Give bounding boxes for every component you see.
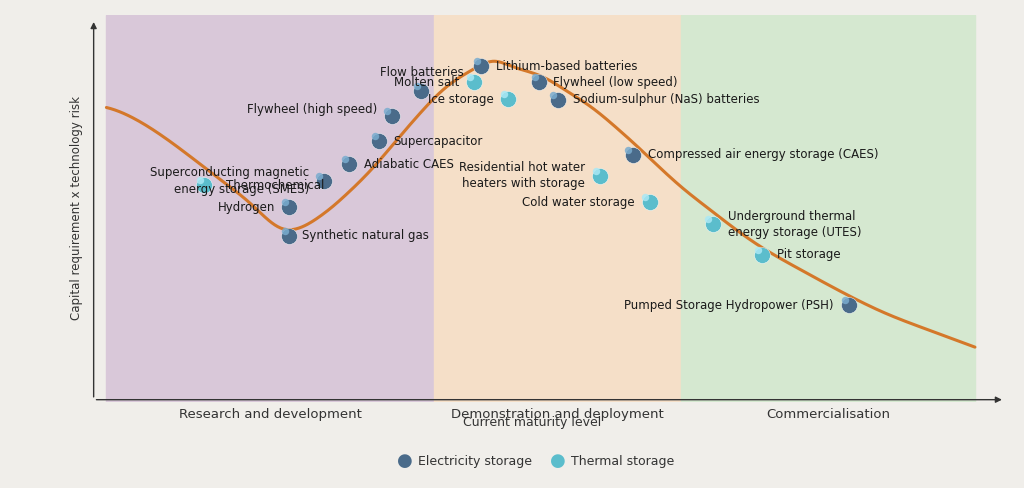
Point (282, 203, 298, 211)
Text: Thermal storage: Thermal storage (571, 455, 675, 468)
Point (341, 161, 357, 168)
Point (641, 198, 657, 206)
Point (337, 155, 353, 163)
Text: Flywheel (low speed): Flywheel (low speed) (553, 76, 678, 89)
Point (841, 301, 857, 309)
Text: Molten salt: Molten salt (394, 76, 460, 89)
Text: Residential hot water
heaters with storage: Residential hot water heaters with stora… (459, 161, 585, 190)
Text: Lithium-based batteries: Lithium-based batteries (497, 60, 638, 73)
Point (545, 91, 561, 99)
Point (462, 73, 478, 81)
Point (526, 73, 543, 81)
Point (371, 137, 387, 145)
Point (469, 58, 485, 65)
Bar (434, 15, 681, 402)
Text: Adiabatic CAES: Adiabatic CAES (364, 158, 454, 171)
Text: Demonstration and deployment: Demonstration and deployment (452, 408, 665, 421)
Point (837, 296, 853, 304)
Point (496, 90, 512, 98)
Text: Research and development: Research and development (179, 408, 361, 421)
Text: Thermochemical: Thermochemical (225, 179, 324, 192)
Point (315, 177, 332, 185)
Text: Underground thermal
energy storage (UTES): Underground thermal energy storage (UTES… (728, 210, 861, 239)
Text: Electricity storage: Electricity storage (418, 455, 531, 468)
Point (197, 182, 213, 189)
Text: Sodium-sulphur (NaS) batteries: Sodium-sulphur (NaS) batteries (573, 93, 760, 106)
Point (191, 176, 208, 184)
Point (473, 62, 489, 70)
Text: Current maturity level: Current maturity level (463, 416, 601, 429)
Text: Flywheel (high speed): Flywheel (high speed) (247, 103, 377, 116)
Point (754, 251, 770, 259)
Point (750, 245, 766, 253)
Bar (106, 15, 434, 402)
Point (592, 172, 608, 180)
Point (278, 227, 294, 235)
Point (278, 198, 294, 206)
Point (550, 96, 566, 104)
Point (500, 95, 516, 103)
Text: ●: ● (550, 452, 566, 470)
Point (383, 112, 399, 120)
Text: Superconducting magnetic
energy storage (SMES): Superconducting magnetic energy storage … (150, 166, 309, 196)
Text: Flow batteries: Flow batteries (380, 66, 463, 79)
Point (282, 232, 298, 240)
Text: Synthetic natural gas: Synthetic natural gas (302, 229, 429, 242)
Point (637, 193, 653, 201)
Point (409, 81, 425, 89)
Point (705, 221, 721, 228)
Point (621, 145, 637, 153)
Text: Pumped Storage Hydropower (PSH): Pumped Storage Hydropower (PSH) (624, 299, 834, 312)
Text: Compressed air energy storage (CAES): Compressed air energy storage (CAES) (648, 148, 879, 161)
Bar (681, 15, 975, 402)
Point (367, 132, 383, 140)
Text: Pit storage: Pit storage (777, 248, 841, 261)
Point (311, 172, 328, 180)
Point (466, 79, 482, 86)
Text: Capital requirement x technology risk: Capital requirement x technology risk (70, 97, 83, 321)
Point (625, 151, 641, 159)
Text: ●: ● (396, 452, 413, 470)
Point (588, 166, 604, 174)
Point (414, 87, 430, 95)
Text: Cold water storage: Cold water storage (521, 196, 634, 208)
Text: Hydrogen: Hydrogen (218, 201, 275, 214)
Point (530, 79, 547, 86)
Text: Supercapacitor: Supercapacitor (393, 135, 482, 148)
Text: Ice storage: Ice storage (428, 93, 494, 105)
Point (700, 215, 717, 223)
Text: Commercialisation: Commercialisation (766, 408, 890, 421)
Point (379, 107, 395, 115)
